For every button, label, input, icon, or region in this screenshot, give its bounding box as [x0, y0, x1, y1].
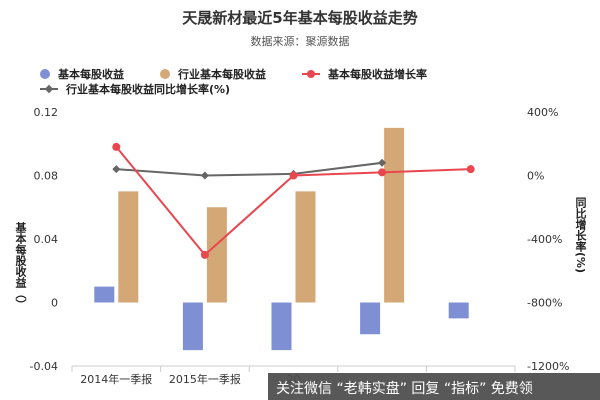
- y-tick-label-right: -1200%: [527, 360, 569, 373]
- x-tick-label: 2014年一季报: [80, 372, 152, 386]
- point-growth: [466, 165, 475, 174]
- legend-label-industry-eps: 行业基本每股收益: [178, 68, 266, 81]
- y-tick-label-right: -400%: [527, 233, 562, 246]
- x-tick-label: 2015年一季报: [169, 372, 241, 386]
- point-growth: [200, 250, 209, 259]
- line-growth: [115, 146, 471, 257]
- legend-swatch-eps: [40, 69, 50, 79]
- bar-eps: [271, 302, 292, 351]
- y-tick-label-left: 0.08: [34, 170, 59, 183]
- point-growth: [112, 142, 121, 151]
- y-tick-label-left: 0.12: [34, 106, 59, 119]
- watermark-banner: [268, 373, 600, 400]
- y-axis-title-right: 同比增长率(%): [574, 197, 587, 274]
- legend-swatch-growth: [302, 69, 320, 79]
- legend-label-industry-growth: 行业基本每股收益同比增长率(%): [66, 83, 231, 96]
- line-industry-growth: [116, 161, 383, 177]
- bar-industry-eps: [206, 207, 227, 303]
- chart-title: 天晟新材最近5年基本每股收益走势: [182, 9, 418, 27]
- bar-eps: [448, 302, 469, 319]
- legend-label-growth: 基本每股收益增长率: [328, 68, 427, 81]
- point-industry-growth: [378, 158, 387, 167]
- legend-item-eps[interactable]: 基本每股收益: [40, 66, 124, 82]
- legend-swatch-industry-growth: [40, 84, 58, 94]
- y-tick-label-left: -0.04: [30, 360, 58, 373]
- point-growth: [378, 168, 387, 177]
- chart-subtitle: 数据来源：聚源数据: [250, 35, 350, 48]
- bar-eps: [94, 286, 115, 303]
- bar-eps: [360, 302, 381, 335]
- legend-item-growth[interactable]: 基本每股收益增长率: [302, 66, 427, 82]
- y-axis-title-left: 基本每股收益（）: [14, 222, 27, 310]
- legend-swatch-industry-eps: [160, 69, 170, 79]
- legend-item-industry-growth[interactable]: 行业基本每股收益同比增长率(%): [40, 81, 230, 97]
- watermark-text: 关注微信 “老韩实盘” 回复 “指标” 免费领: [276, 381, 533, 397]
- point-industry-growth: [200, 171, 209, 180]
- bar-industry-eps: [384, 127, 405, 303]
- legend-item-industry-eps[interactable]: 行业基本每股收益: [160, 66, 266, 82]
- point-growth: [289, 171, 298, 180]
- bar-industry-eps: [118, 191, 139, 303]
- y-tick-label-right: -800%: [527, 297, 562, 310]
- y-tick-label-left: 0: [51, 297, 58, 310]
- bar-eps: [182, 302, 203, 351]
- bar-industry-eps: [295, 191, 316, 303]
- point-industry-growth: [112, 165, 121, 174]
- legend-label-eps: 基本每股收益: [58, 68, 124, 81]
- y-tick-label-right: 0%: [527, 170, 544, 183]
- y-tick-label-right: 400%: [527, 106, 558, 119]
- y-tick-label-left: 0.04: [34, 233, 59, 246]
